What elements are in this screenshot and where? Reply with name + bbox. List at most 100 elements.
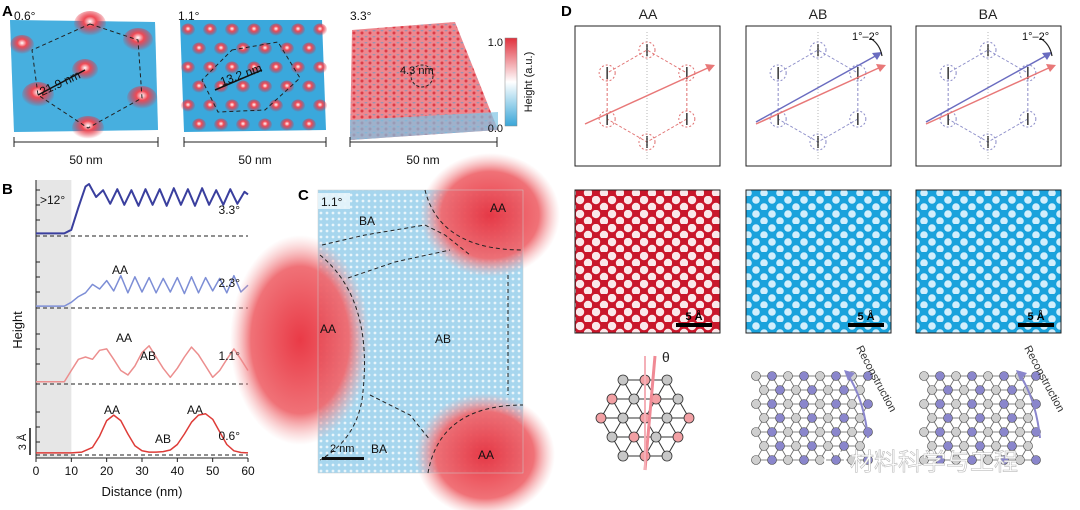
colorbar-label: Height (a.u.) bbox=[523, 52, 535, 113]
stm-label-ab-center: AB bbox=[435, 332, 451, 346]
rotation-label: 1°–2° bbox=[1022, 31, 1049, 43]
fft-spot-ring bbox=[1019, 110, 1037, 128]
fft-arrowhead-red bbox=[705, 64, 715, 72]
afm-angle-3p3: 3.3° bbox=[350, 9, 372, 23]
afm-period-3p3: 4.3 nm bbox=[400, 65, 434, 77]
atom bbox=[661, 374, 673, 386]
atom bbox=[783, 371, 793, 381]
afm-peak bbox=[203, 99, 217, 113]
afm-peak bbox=[236, 80, 250, 94]
atom bbox=[775, 441, 785, 451]
atom bbox=[943, 413, 953, 423]
anno-aa2-0p6: AA bbox=[187, 403, 203, 417]
series-label: 0.6° bbox=[219, 429, 241, 443]
lattice-image-aa bbox=[574, 189, 721, 334]
colorbar-min: 0.0 bbox=[488, 123, 503, 135]
rotation-arc bbox=[869, 37, 883, 57]
atom bbox=[783, 399, 793, 409]
fft-spot-ring bbox=[598, 64, 616, 82]
atom bbox=[831, 399, 841, 409]
atom bbox=[783, 427, 793, 437]
afm-peak bbox=[302, 118, 316, 132]
afm-peak bbox=[192, 42, 206, 56]
afm-scale-0p6: 50 nm bbox=[69, 153, 102, 167]
atom bbox=[751, 455, 761, 465]
atom bbox=[1023, 441, 1033, 451]
fft-row: 1°–2° 1°–2° bbox=[574, 25, 1062, 167]
afm-peak bbox=[280, 80, 294, 94]
fft-arrowhead-red bbox=[876, 64, 886, 72]
height-scale-label: 3 Å bbox=[16, 433, 29, 450]
atom bbox=[863, 371, 873, 381]
atom bbox=[815, 399, 825, 409]
atomic-schematics bbox=[595, 355, 1041, 471]
anno-aa1-0p6: AA bbox=[104, 403, 120, 417]
wechat-icon bbox=[824, 450, 846, 472]
x-tick-label: 40 bbox=[171, 464, 185, 478]
afm-peak bbox=[291, 99, 305, 113]
afm-peak bbox=[247, 99, 261, 113]
atom bbox=[791, 385, 801, 395]
watermark-text: 材料科学与工程 bbox=[850, 449, 1018, 476]
afm-peak bbox=[291, 61, 305, 75]
afm-peak bbox=[302, 42, 316, 56]
atom bbox=[975, 441, 985, 451]
x-tick-label: 0 bbox=[33, 464, 40, 478]
atom bbox=[991, 385, 1001, 395]
atom bbox=[1023, 413, 1033, 423]
atom bbox=[967, 455, 977, 465]
anno-aa-1p1: AA bbox=[116, 331, 132, 345]
anno-ab-0p6: AB bbox=[155, 432, 171, 446]
atom bbox=[799, 399, 809, 409]
atom bbox=[791, 441, 801, 451]
rotation-arc bbox=[1039, 37, 1053, 57]
fft-arrow-red bbox=[925, 65, 1054, 125]
atom bbox=[831, 427, 841, 437]
atom bbox=[823, 413, 833, 423]
afm-peak bbox=[247, 23, 261, 37]
afm-peak bbox=[203, 23, 217, 37]
x-tick-label: 50 bbox=[206, 464, 220, 478]
scale-label-d-ba: 5 Å bbox=[1027, 310, 1044, 323]
atom bbox=[799, 371, 809, 381]
atom bbox=[855, 441, 865, 451]
fft-spot-ring bbox=[769, 64, 787, 82]
atom bbox=[1007, 441, 1017, 451]
fft-arrowhead-red bbox=[1046, 64, 1056, 72]
atom bbox=[775, 413, 785, 423]
atom bbox=[831, 455, 841, 465]
atom bbox=[1015, 427, 1025, 437]
atom bbox=[799, 455, 809, 465]
atom bbox=[661, 450, 673, 462]
theta-label: θ bbox=[662, 349, 670, 365]
scale-label-d-ab: 5 Å bbox=[857, 310, 874, 323]
atom bbox=[775, 385, 785, 395]
shaded-label: >12° bbox=[40, 193, 65, 207]
atom bbox=[943, 441, 953, 451]
atom bbox=[983, 399, 993, 409]
atom bbox=[927, 441, 937, 451]
afm-angle-1p1: 1.1° bbox=[178, 9, 200, 23]
stm-label-aa-br: AA bbox=[478, 448, 494, 462]
afm-peak bbox=[225, 61, 239, 75]
atom bbox=[975, 413, 985, 423]
atom bbox=[847, 399, 857, 409]
atom bbox=[943, 385, 953, 395]
column-header-ab: AB bbox=[809, 6, 828, 22]
lattice-image-ba bbox=[915, 189, 1062, 334]
afm-peak bbox=[181, 61, 195, 75]
reconstruction-arrow bbox=[1019, 374, 1041, 439]
atom bbox=[1007, 385, 1017, 395]
rotation-label: 1°–2° bbox=[852, 31, 879, 43]
atom bbox=[783, 455, 793, 465]
x-tick-label: 10 bbox=[65, 464, 79, 478]
fft-arrowhead-blue bbox=[1042, 52, 1052, 60]
fft-arrow-blue bbox=[755, 53, 880, 123]
atom bbox=[606, 431, 618, 443]
afm-peak bbox=[313, 99, 327, 113]
atom bbox=[919, 427, 929, 437]
atom bbox=[617, 450, 629, 462]
fft-arrowhead-blue bbox=[872, 52, 882, 60]
afm-peak bbox=[258, 80, 272, 94]
theta-arrow bbox=[643, 355, 657, 471]
